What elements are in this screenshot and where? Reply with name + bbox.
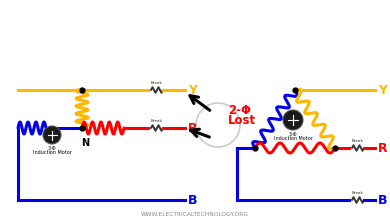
Text: N: N [81, 138, 89, 148]
Circle shape [283, 110, 303, 130]
Text: WWW.ELECTRICALTECHNOLOGY.ORG: WWW.ELECTRICALTECHNOLOGY.ORG [141, 211, 249, 216]
Text: Y: Y [378, 84, 387, 97]
Text: 3-Φ: 3-Φ [289, 132, 297, 137]
Text: When 2 Out of 3-Phases are Lost?: When 2 Out of 3-Phases are Lost? [62, 44, 328, 59]
Text: B: B [378, 194, 388, 207]
Text: Y: Y [188, 84, 197, 97]
Text: Break: Break [151, 81, 163, 85]
Circle shape [43, 126, 61, 144]
Text: Induction Motor: Induction Motor [32, 150, 71, 155]
Text: Break: Break [352, 191, 364, 195]
Text: 3-Φ: 3-Φ [48, 146, 56, 151]
Text: R: R [378, 141, 388, 154]
Text: Induction Motor: Induction Motor [273, 136, 312, 141]
Text: R: R [188, 121, 198, 134]
Text: Break: Break [151, 119, 163, 123]
Text: What happens to the 3- phase Motor: What happens to the 3- phase Motor [51, 13, 339, 27]
Text: B: B [188, 194, 197, 207]
Text: Break: Break [352, 139, 364, 143]
Text: Lost: Lost [228, 114, 256, 126]
Text: 2-Φ: 2-Φ [228, 103, 251, 117]
